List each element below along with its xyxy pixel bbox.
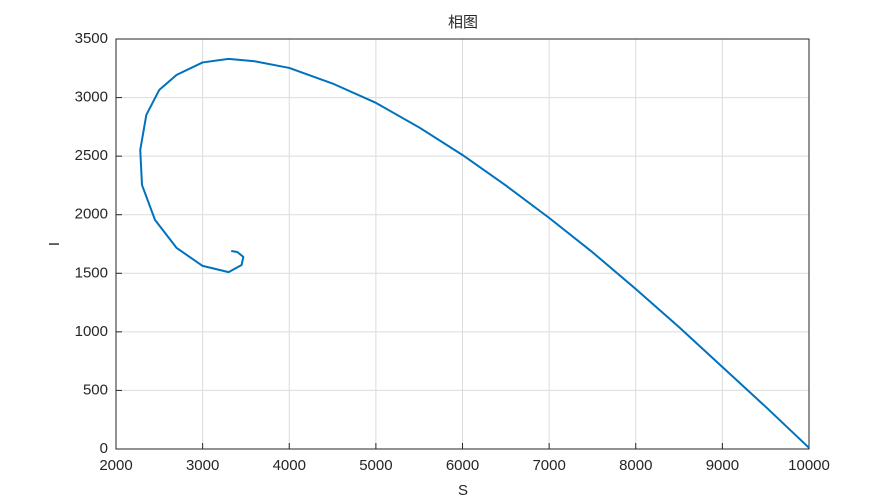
y-tick-label: 1000 [75, 323, 108, 340]
x-tick-label: 2000 [99, 457, 132, 474]
x-tick-label: 9000 [706, 457, 739, 474]
x-tick-label: 5000 [359, 457, 392, 474]
data-line [139, 57, 810, 449]
y-tick-label: 2500 [75, 147, 108, 164]
x-axis-label: S [458, 482, 468, 499]
x-tick-label: 10000 [788, 457, 830, 474]
axes-box [115, 38, 810, 450]
y-axis-label: I [46, 242, 63, 246]
y-tick-label: 2000 [75, 206, 108, 223]
x-tick-label: 7000 [532, 457, 565, 474]
y-tick-label: 3500 [75, 30, 108, 47]
x-tick-label: 3000 [186, 457, 219, 474]
chart-title: 相图 [448, 14, 478, 31]
y-tick-label: 0 [100, 440, 108, 457]
x-tick-label: 8000 [619, 457, 652, 474]
y-tick-label: 3000 [75, 89, 108, 106]
x-tick-label: 6000 [446, 457, 479, 474]
y-tick-label: 1500 [75, 264, 108, 281]
y-tick-label: 500 [83, 381, 108, 398]
x-tick-label: 4000 [273, 457, 306, 474]
